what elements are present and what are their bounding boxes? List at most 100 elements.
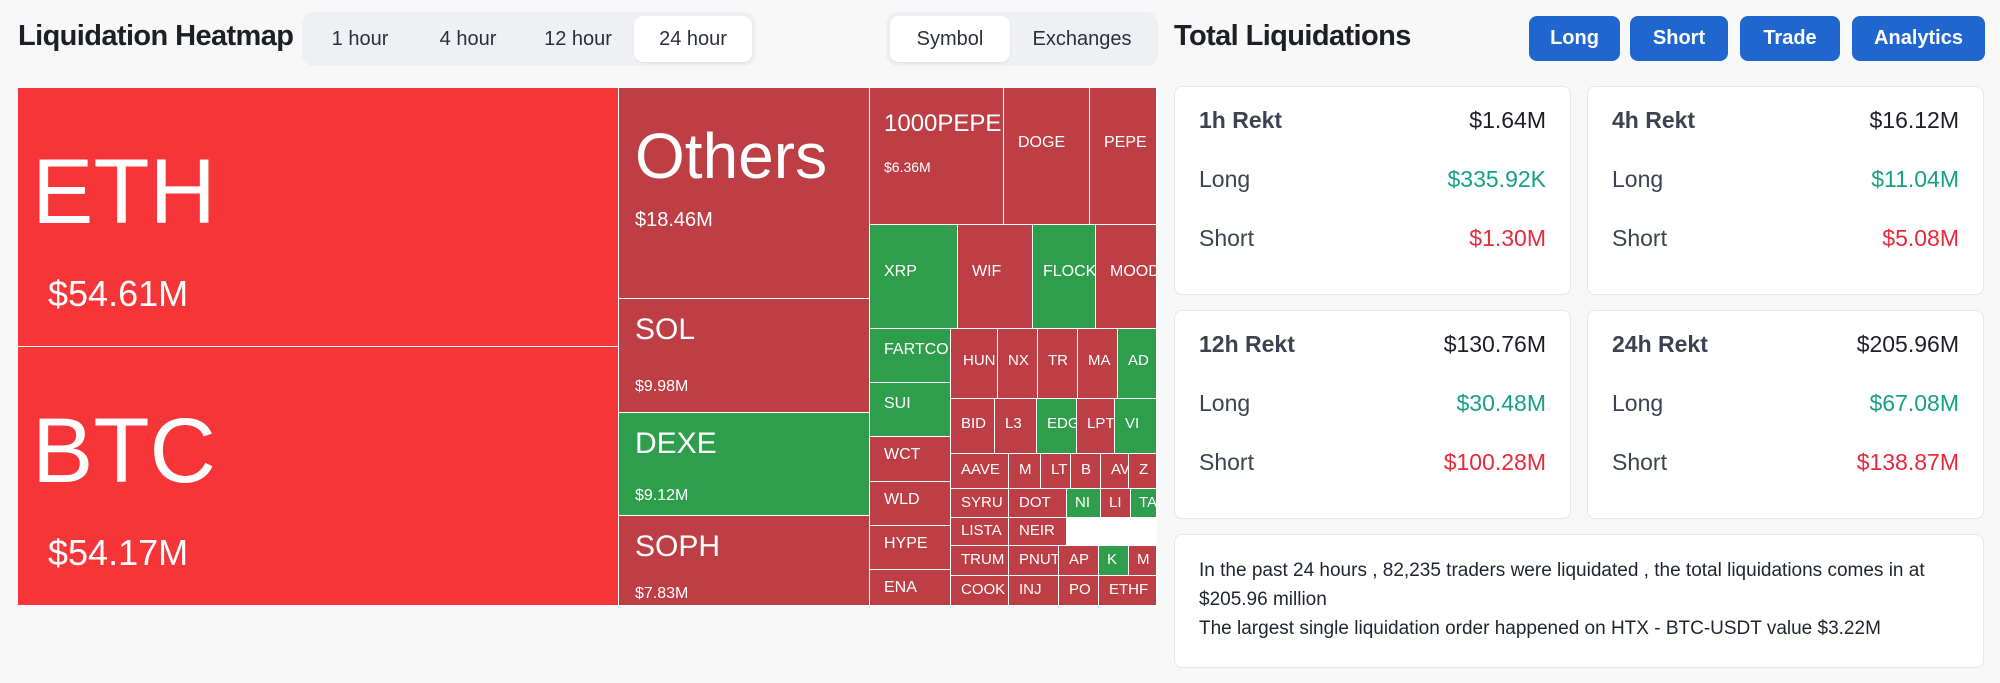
heatmap-tile-xrp[interactable]: XRP [870,225,958,329]
tab-exchanges[interactable]: Exchanges [1032,27,1132,50]
heatmap-tile-li[interactable]: LI [1101,489,1131,518]
heatmap-tile-lpt[interactable]: LPT [1077,399,1115,454]
tab-24-hour[interactable]: 24 hour [634,16,752,62]
tile-symbol: ETH [32,141,216,243]
tile-symbol: NI [1075,494,1090,511]
tab-symbol[interactable]: Symbol [890,16,1010,62]
heatmap-tile-ta[interactable]: TA [1131,489,1157,518]
short-label: Short [1612,449,1667,475]
heatmap-tile-po[interactable]: PO [1059,576,1099,606]
heatmap-tile-eth[interactable]: ETH $54.61M [18,88,619,347]
short-value: $100.28M [1443,449,1546,475]
tile-symbol: K [1107,551,1118,568]
tile-symbol: TRUM [961,551,1005,568]
heatmap-tile-sui[interactable]: SUI [870,383,951,437]
heatmap-tile-soph[interactable]: SOPH $7.83M [619,516,870,606]
heatmap-tile-b[interactable]: B [1071,454,1101,489]
heatmap-tile-ni[interactable]: NI [1067,489,1101,518]
analytics-button[interactable]: Analytics [1852,16,1985,61]
tile-symbol: M [1019,461,1032,478]
heatmap-tile-doge[interactable]: DOGE [1004,88,1090,225]
rekt-card-12h: 12h Rekt $130.76M Long $30.48M Short $100.2… [1174,310,1571,519]
heatmap-tile-1000pepe[interactable]: 1000PEPE $6.36M [870,88,1004,225]
tile-symbol: COOK [961,581,1006,598]
tile-symbol: BID [961,415,987,432]
tile-symbol: PEPE [1104,134,1147,151]
long-label: Long [1199,166,1251,192]
heatmap-tile-mood[interactable]: MOOD [1096,225,1157,329]
heatmap-tile-lista[interactable]: LISTA [951,518,1009,546]
heatmap-tile-wct[interactable]: WCT [870,437,951,482]
short-label: Short [1612,225,1667,251]
heatmap-tile-fartcoi[interactable]: FARTCOI [870,329,951,383]
heatmap-tile-dot[interactable]: DOT [1009,489,1067,518]
heatmap-tile-m[interactable]: M [1009,454,1041,489]
heatmap-tile-z[interactable]: Z [1129,454,1157,489]
tile-symbol: LT [1051,461,1068,478]
heatmap-tile-trum[interactable]: TRUM [951,546,1009,576]
tile-symbol: SYRU [961,494,1003,511]
heatmap-tile-m[interactable]: M [1129,546,1157,576]
tile-symbol: EDG [1047,415,1077,432]
heatmap-tile-ethf[interactable]: ETHF [1099,576,1157,606]
heatmap-tile-hype[interactable]: HYPE [870,526,951,570]
short-button[interactable]: Short [1630,16,1728,61]
heatmap-tile-tr[interactable]: TR [1038,329,1078,399]
trade-button[interactable]: Trade [1740,16,1840,61]
heatmap-tile-edg[interactable]: EDG [1037,399,1077,454]
heatmap-tile-bid[interactable]: BID [951,399,995,454]
heatmap-tile-vi[interactable]: VI [1115,399,1157,454]
tile-symbol: AD [1128,352,1149,369]
long-value: $30.48M [1456,390,1546,416]
tile-symbol: Z [1139,461,1149,478]
rekt-card-24h: 24h Rekt $205.96M Long $67.08M Short $138.8… [1587,310,1984,519]
heatmap-tile-lt[interactable]: LT [1041,454,1071,489]
tab-4-hour[interactable]: 4 hour [439,27,497,50]
heatmap-tile-syru[interactable]: SYRU [951,489,1009,518]
heatmap-tile-sol[interactable]: SOL $9.98M [619,299,870,413]
long-label: Long [1612,390,1664,416]
heatmap-tile-hun[interactable]: HUN [951,329,998,399]
heatmap-tile-btc[interactable]: BTC $54.17M [18,347,619,606]
heatmap-tile-ena[interactable]: ENA [870,570,951,606]
long-label: Long [1612,166,1664,192]
heatmap-tile-k[interactable]: K [1099,546,1129,576]
tile-symbol: L3 [1005,415,1022,432]
heatmap-tile-pepe[interactable]: PEPE [1090,88,1157,225]
heatmap-tile-l3[interactable]: L3 [995,399,1037,454]
tile-value: $6.36M [884,159,931,175]
heatmap-tile-av[interactable]: AV [1101,454,1129,489]
heatmap-tile-others[interactable]: Others $18.46M [619,88,870,299]
tile-symbol: DOT [1019,494,1051,511]
tile-symbol: INJ [1019,581,1042,598]
tab-12-hour[interactable]: 12 hour [544,27,612,50]
tile-value: $54.17M [48,532,189,573]
heatmap-tile-ap[interactable]: AP [1059,546,1099,576]
tile-symbol: WCT [884,446,921,463]
tile-symbol: WLD [884,491,920,508]
rekt-card-4h: 4h Rekt $16.12M Long $11.04M Short $5.08M [1587,86,1984,295]
tile-symbol: AAVE [961,461,1000,478]
tile-symbol: FLOCK [1043,263,1096,280]
long-button[interactable]: Long [1529,16,1620,61]
tile-symbol: BTC [32,400,216,502]
card-total: $205.96M [1856,331,1959,357]
heatmap-tile-inj[interactable]: INJ [1009,576,1059,606]
heatmap-tile-flock[interactable]: FLOCK [1033,225,1096,329]
heatmap-tile-aave[interactable]: AAVE [951,454,1009,489]
long-value: $67.08M [1869,390,1959,416]
tile-symbol: SOPH [635,530,721,563]
heatmap-tile-pnut[interactable]: PNUT [1009,546,1059,576]
heatmap-tile-ma[interactable]: MA [1078,329,1118,399]
heatmap-tile-neir[interactable]: NEIR [1009,518,1067,546]
heatmap-tile-ad[interactable]: AD [1118,329,1157,399]
card-total: $130.76M [1443,331,1546,357]
heatmap-tile-dexe[interactable]: DEXE $9.12M [619,413,870,516]
heatmap-tile-wif[interactable]: WIF [958,225,1033,329]
heatmap-tile-cook[interactable]: COOK [951,576,1009,606]
tile-symbol: TA [1139,494,1157,511]
tile-symbol: AV [1111,461,1129,478]
heatmap-tile-nx[interactable]: NX [998,329,1038,399]
heatmap-tile-wld[interactable]: WLD [870,482,951,526]
tab-1-hour[interactable]: 1 hour [331,27,389,50]
